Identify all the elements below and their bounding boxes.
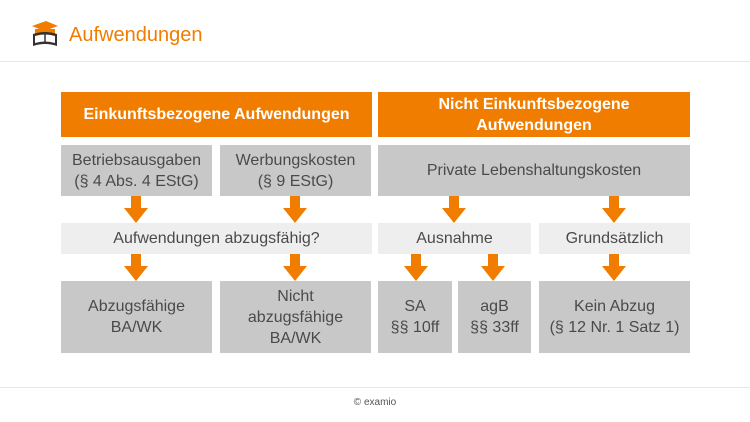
box-question-abzugsfaehig: Aufwendungen abzugsfähig? (61, 223, 372, 254)
grundsaetzlich-label: Grundsätzlich (565, 230, 664, 247)
box-betriebsausgaben: Betriebsausgaben (§ 4 Abs. 4 EStG) (61, 145, 212, 196)
box-private-lebenshaltungskosten: Private Lebenshaltungskosten (378, 145, 690, 196)
footer-copyright: © examio (353, 397, 397, 408)
kein-abzug-line2: (§ 12 Nr. 1 Satz 1) (549, 319, 680, 336)
box-sa: SA §§ 10ff (378, 281, 452, 353)
header-einkunftsbezogen-label: Einkunftsbezogene Aufwendungen (83, 106, 350, 123)
page-title: Aufwendungen (69, 24, 203, 46)
header-divider (0, 61, 750, 62)
arrow-down-icon (481, 254, 505, 281)
header-nicht-einkunftsbezogen: Nicht Einkunftsbezogene Aufwendungen (378, 92, 690, 137)
arrow-down-icon (442, 196, 466, 223)
arrow-down-icon (283, 196, 307, 223)
box-werbungskosten: Werbungskosten (§ 9 EStG) (220, 145, 371, 196)
graduation-cap-book-icon (32, 21, 58, 46)
arrow-down-icon (602, 196, 626, 223)
nicht-abzugsfaehige-line1: Nicht (277, 287, 314, 305)
header: Aufwendungen (0, 0, 750, 62)
werbungskosten-paragraph: (§ 9 EStG) (257, 172, 334, 190)
header-einkunftsbezogen: Einkunftsbezogene Aufwendungen (61, 92, 372, 137)
nicht-abzugsfaehige-line3: BA/WK (269, 329, 322, 347)
sa-line2: §§ 10ff (390, 319, 440, 336)
header-nicht-line2: Aufwendungen (476, 116, 592, 134)
box-nicht-abzugsfaehige: Nicht abzugsfähige BA/WK (220, 281, 371, 353)
arrow-down-icon (124, 254, 148, 281)
box-grundsaetzlich: Grundsätzlich (539, 223, 690, 254)
question-label: Aufwendungen abzugsfähig? (113, 230, 320, 247)
box-ausnahme: Ausnahme (378, 223, 531, 254)
abzugsfaehige-line1: Abzugsfähige (88, 298, 185, 315)
box-agb: agB §§ 33ff (458, 281, 531, 353)
arrow-down-icon (124, 196, 148, 223)
arrow-down-icon (602, 254, 626, 281)
box-kein-abzug: Kein Abzug (§ 12 Nr. 1 Satz 1) (539, 281, 690, 353)
nicht-abzugsfaehige-line2: abzugsfähige (247, 308, 344, 326)
betriebsausgaben-paragraph: (§ 4 Abs. 4 EStG) (74, 172, 199, 190)
agb-line2: §§ 33ff (470, 319, 519, 336)
betriebsausgaben-label: Betriebsausgaben (72, 151, 201, 169)
private-kosten-label: Private Lebenshaltungskosten (426, 162, 642, 179)
ausnahme-label: Ausnahme (416, 230, 493, 247)
box-abzugsfaehige: Abzugsfähige BA/WK (61, 281, 212, 353)
kein-abzug-line1: Kein Abzug (574, 298, 655, 315)
abzugsfaehige-line2: BA/WK (110, 319, 163, 336)
agb-line1: agB (480, 298, 509, 315)
header-nicht-line1: Nicht Einkunftsbezogene (438, 95, 630, 113)
arrow-down-icon (404, 254, 428, 281)
werbungskosten-label: Werbungskosten (235, 151, 356, 169)
footer-divider (0, 387, 750, 388)
arrow-down-icon (283, 254, 307, 281)
sa-line1: SA (404, 298, 426, 315)
